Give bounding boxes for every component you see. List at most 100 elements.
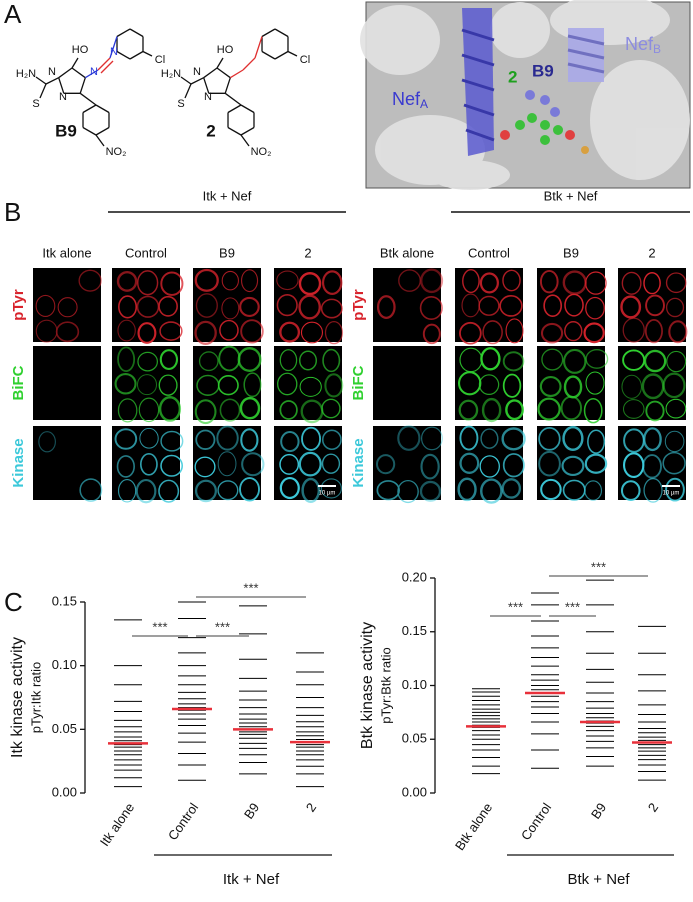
cell [279,476,300,500]
cell [137,322,157,344]
atom-label: N [59,91,67,103]
cell [299,376,322,397]
cell [57,297,78,318]
bond [95,134,105,147]
micrograph [373,346,441,420]
row-label: pTyr [10,289,27,321]
cell [116,270,138,292]
cell [194,268,219,292]
cell [420,453,440,480]
column-label: Control [125,245,167,260]
cell [620,480,641,501]
cell [478,374,500,396]
micrograph [112,268,180,342]
cell [583,322,605,344]
bond [216,57,224,69]
bond [229,69,244,79]
cells [621,349,687,422]
row-label: BiFC [10,365,27,400]
micrograph [274,426,342,500]
cell [376,480,400,501]
y-axis-sublabel: pTyr:Itk ratio [28,662,43,734]
cell [505,318,524,344]
column-label: Itk alone [42,245,91,260]
cell [643,272,661,295]
cell [583,397,603,424]
panel-label: A [4,0,22,29]
y-tick-label: 0.20 [402,569,427,584]
bond [190,77,204,85]
cell [79,478,103,502]
cells [277,348,344,424]
atom-label: H₂N [161,68,181,80]
cell [241,452,265,477]
bond [216,67,231,79]
x-tick-label: 2 [645,800,661,815]
cell [643,427,662,452]
bond [82,126,97,136]
cells [276,270,344,345]
cell [622,399,645,419]
bond [129,50,144,60]
bond [39,83,47,99]
cell [584,480,603,501]
scale-bar-label: 10 µm [319,491,336,497]
cell [221,297,240,320]
cell [135,478,157,504]
cell [279,453,300,475]
bond [84,69,99,79]
cells [376,268,444,345]
cells [38,431,103,502]
atom-label: NO₂ [106,146,127,158]
cell [279,400,298,420]
significance-label: *** [152,619,167,634]
bond [240,134,250,147]
bond [274,50,289,60]
cell [324,373,344,398]
cell [499,295,523,317]
cell [240,428,259,452]
bond [109,36,118,59]
cell [298,294,321,320]
cells [116,270,184,344]
cell [620,295,642,319]
cell [240,319,264,344]
cell [540,478,562,501]
x-tick-label: Itk alone [97,800,137,849]
helix-a [461,8,495,156]
atom-label: N [110,46,118,58]
cell [219,398,241,422]
cell [301,477,321,503]
cell [419,480,442,502]
column-label: Control [468,245,510,260]
x-tick-label: B9 [241,800,262,822]
bond [227,126,242,136]
cell [665,272,687,294]
y-tick-label: 0.10 [402,677,427,692]
atom-label: N [193,66,201,78]
bond [95,126,110,136]
micrograph [193,346,261,420]
cell [420,268,444,294]
cell [539,269,559,294]
x-tick-label: 2 [303,800,319,815]
y-axis-label: Btk kinase activity [359,622,376,749]
cell [621,374,642,399]
cells [457,425,526,504]
cell [194,479,217,503]
cell [276,270,299,291]
cell [320,298,343,319]
cell [158,374,178,396]
helix-label: NefB [625,34,661,56]
cell [585,271,607,295]
cell [116,455,135,478]
cells [194,425,265,503]
cell [321,453,341,474]
cell [560,395,583,421]
cell [324,320,344,345]
cell [562,425,584,451]
micrograph [193,426,261,500]
bond [95,104,110,114]
significance-label: *** [508,599,523,614]
